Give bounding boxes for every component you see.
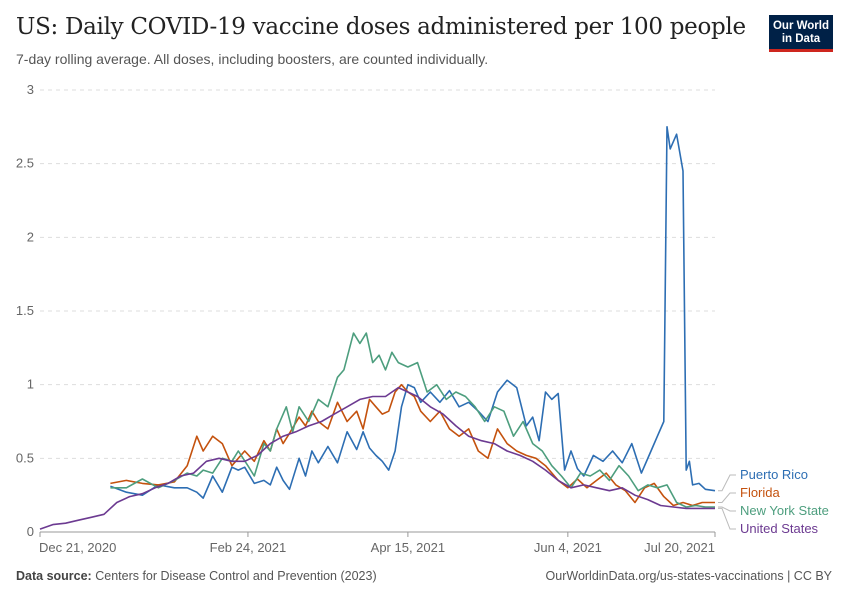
- line-chart[interactable]: 0 0.5 1 1.5 2 2.5 3 Dec 21, 2020 Feb 24, 2021 Apr…: [0, 0, 850, 560]
- y-tick-label: 1.5: [16, 303, 34, 318]
- chart-subtitle: 7-day rolling average. All doses, includ…: [16, 51, 489, 67]
- owid-logo[interactable]: Our World in Data: [769, 15, 833, 52]
- y-tick-label: 0.5: [16, 450, 34, 465]
- chart-title: US: Daily COVID-19 vaccine doses adminis…: [16, 14, 746, 40]
- logo-line-1: Our World: [772, 20, 829, 32]
- legend-connector-florida: [718, 492, 736, 503]
- y-tick-label: 1: [27, 377, 34, 392]
- x-tick-label: Jul 20, 2021: [644, 540, 715, 555]
- license-link[interactable]: OurWorldinData.org/us-states-vaccination…: [545, 569, 832, 583]
- series-layer[interactable]: [39, 126, 716, 530]
- x-tick-label: Apr 15, 2021: [371, 540, 445, 555]
- legend-label-new-york-state[interactable]: New York State: [740, 503, 829, 518]
- series-line-new-york-state[interactable]: [110, 332, 715, 508]
- grid-layer: [40, 89, 715, 459]
- x-tick-label: Dec 21, 2020: [39, 540, 116, 555]
- legend-connector-united-states: [718, 507, 736, 530]
- y-tick-label: 0: [27, 524, 34, 539]
- y-tick-label: 2.5: [16, 156, 34, 171]
- logo-line-2: in Data: [781, 33, 821, 45]
- legend-layer[interactable]: Puerto Rico Florida New York State United S…: [718, 467, 829, 536]
- legend-connector-new-york-state: [718, 506, 736, 512]
- x-tick-label: Jun 4, 2021: [534, 540, 602, 555]
- legend-label-united-states[interactable]: United States: [740, 521, 819, 536]
- data-source-text: Centers for Disease Control and Preventi…: [95, 569, 377, 583]
- legend-label-florida[interactable]: Florida: [740, 485, 781, 500]
- y-tick-label: 2: [27, 229, 34, 244]
- legend-connector-puerto-rico: [718, 474, 736, 492]
- x-tick-label: Feb 24, 2021: [210, 540, 287, 555]
- series-line-florida[interactable]: [110, 383, 715, 507]
- data-source-label: Data source:: [16, 569, 92, 583]
- axis-layer: 0 0.5 1 1.5 2 2.5 3 Dec 21, 2020 Feb 24, 2021 Apr…: [16, 82, 716, 555]
- series-line-united-states[interactable]: [39, 386, 715, 530]
- series-line-puerto-rico[interactable]: [110, 126, 716, 499]
- y-tick-label: 3: [27, 82, 34, 97]
- data-source: Data source: Centers for Disease Control…: [16, 569, 377, 583]
- legend-label-puerto-rico[interactable]: Puerto Rico: [740, 467, 808, 482]
